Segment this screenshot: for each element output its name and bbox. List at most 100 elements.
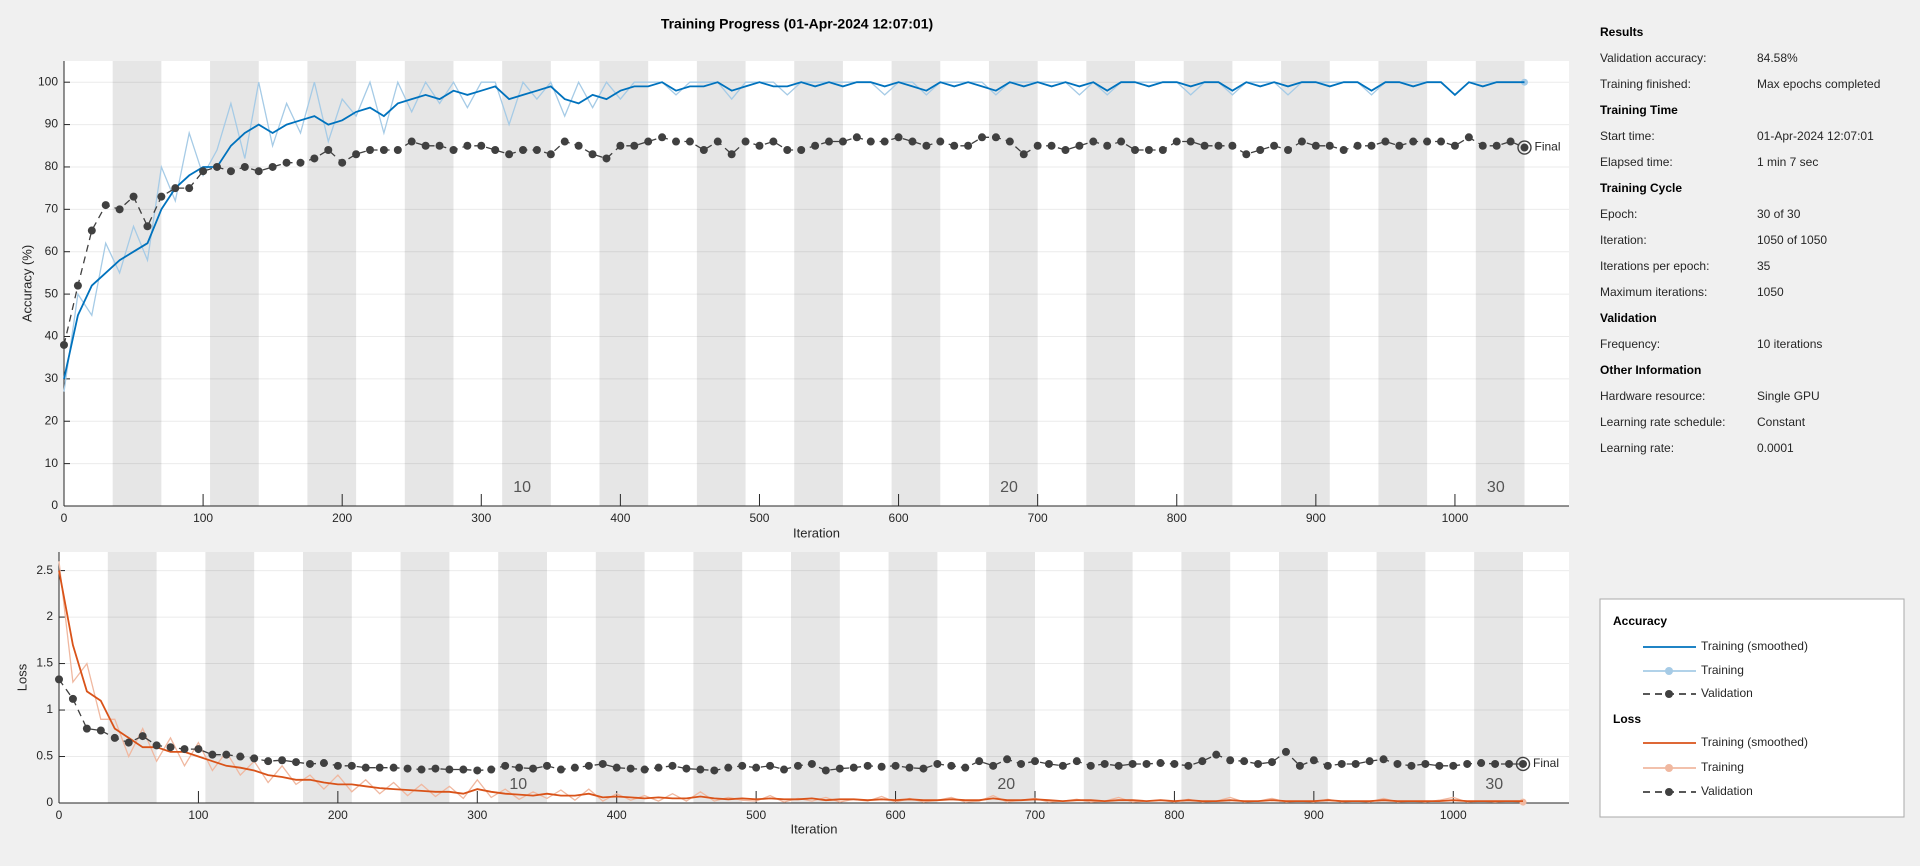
info-label: Elapsed time: <box>1600 155 1673 169</box>
validation-point <box>194 745 203 754</box>
x-tick-label: 200 <box>328 808 348 822</box>
validation-point <box>866 137 875 146</box>
x-tick-label: 100 <box>188 808 208 822</box>
validation-point <box>672 137 681 146</box>
epoch-label: 10 <box>513 479 531 496</box>
y-tick-label: 1.5 <box>36 656 53 670</box>
final-training-point <box>1519 798 1527 806</box>
x-tick-label: 100 <box>193 511 213 525</box>
validation-point <box>1156 759 1165 768</box>
validation-point <box>1464 133 1473 142</box>
validation-point <box>1058 761 1067 770</box>
validation-point <box>654 763 663 772</box>
validation-point <box>908 137 917 146</box>
validation-point <box>1114 761 1123 770</box>
validation-point <box>222 750 231 759</box>
epoch-band <box>599 61 649 506</box>
validation-point <box>487 765 496 774</box>
validation-point <box>477 141 486 150</box>
validation-point <box>1142 759 1151 768</box>
info-value: 01-Apr-2024 12:07:01 <box>1757 129 1874 143</box>
validation-point <box>264 757 273 766</box>
validation-point <box>1395 141 1404 150</box>
validation-point <box>602 154 611 163</box>
validation-point <box>250 754 259 763</box>
validation-point <box>950 141 959 150</box>
validation-point <box>1184 761 1193 770</box>
validation-point <box>296 158 305 167</box>
validation-point <box>375 763 384 772</box>
validation-point <box>1103 141 1112 150</box>
x-axis-label: Iteration <box>791 821 838 836</box>
validation-point <box>947 761 956 770</box>
validation-point <box>431 764 440 773</box>
validation-point <box>417 765 426 774</box>
validation-point <box>1463 759 1472 768</box>
validation-point <box>612 763 621 772</box>
validation-point <box>1297 137 1306 146</box>
validation-point <box>310 154 319 163</box>
validation-point <box>1437 137 1446 146</box>
epoch-band <box>210 61 259 506</box>
validation-point <box>519 146 528 154</box>
validation-point <box>542 761 551 770</box>
info-value: 35 <box>1757 259 1771 273</box>
epoch-band <box>112 61 162 506</box>
validation-point <box>961 763 970 772</box>
validation-point <box>616 141 625 150</box>
legend-marker <box>1665 764 1673 772</box>
validation-point <box>143 222 152 231</box>
validation-point <box>213 162 222 171</box>
validation-point <box>254 167 263 176</box>
validation-point <box>891 761 900 770</box>
validation-point <box>1256 146 1265 154</box>
section-title: Other Information <box>1600 363 1701 377</box>
info-label: Epoch: <box>1600 207 1637 221</box>
validation-point <box>1365 757 1374 766</box>
validation-point <box>1339 146 1348 154</box>
section-title: Training Time <box>1600 103 1678 117</box>
validation-point <box>713 137 722 146</box>
validation-point <box>560 137 569 146</box>
y-axis-label: Loss <box>14 663 29 691</box>
info-value: 1050 <box>1757 285 1784 299</box>
validation-point <box>529 764 538 773</box>
epoch-band <box>404 61 454 506</box>
validation-point <box>1226 756 1235 765</box>
y-tick-label: 50 <box>45 286 59 300</box>
validation-point <box>1478 141 1487 150</box>
epoch-band <box>696 61 746 506</box>
validation-point <box>1170 759 1179 768</box>
validation-point <box>1505 759 1514 768</box>
validation-point <box>1284 146 1293 154</box>
validation-point <box>1520 143 1529 152</box>
x-tick-label: 1000 <box>1442 511 1469 525</box>
validation-point <box>685 137 694 146</box>
validation-point <box>1019 150 1028 159</box>
validation-point <box>185 184 194 193</box>
validation-point <box>574 141 583 150</box>
epoch-band <box>502 61 551 506</box>
epoch-band <box>1086 61 1136 506</box>
validation-point <box>1353 141 1362 150</box>
validation-point <box>769 137 778 146</box>
validation-point <box>393 146 402 154</box>
info-value: 1 min 7 sec <box>1757 155 1818 169</box>
epoch-band <box>1183 61 1233 506</box>
y-axis-label: Accuracy (%) <box>19 245 34 322</box>
x-tick-label: 600 <box>889 511 909 525</box>
series-line <box>58 679 1523 772</box>
legend-entry: Training (smoothed) <box>1701 639 1808 653</box>
info-value: 0.0001 <box>1757 441 1794 455</box>
info-label: Learning rate schedule: <box>1600 415 1725 429</box>
epoch-band <box>1378 61 1428 506</box>
info-label: Start time: <box>1600 129 1655 143</box>
y-tick-label: 2 <box>46 609 53 623</box>
validation-point <box>138 732 147 741</box>
info-label: Training finished: <box>1600 77 1691 91</box>
info-value: Max epochs completed <box>1757 77 1880 91</box>
info-label: Iterations per epoch: <box>1600 259 1709 273</box>
validation-point <box>445 765 454 774</box>
validation-point <box>379 146 388 154</box>
validation-point <box>1030 757 1039 766</box>
